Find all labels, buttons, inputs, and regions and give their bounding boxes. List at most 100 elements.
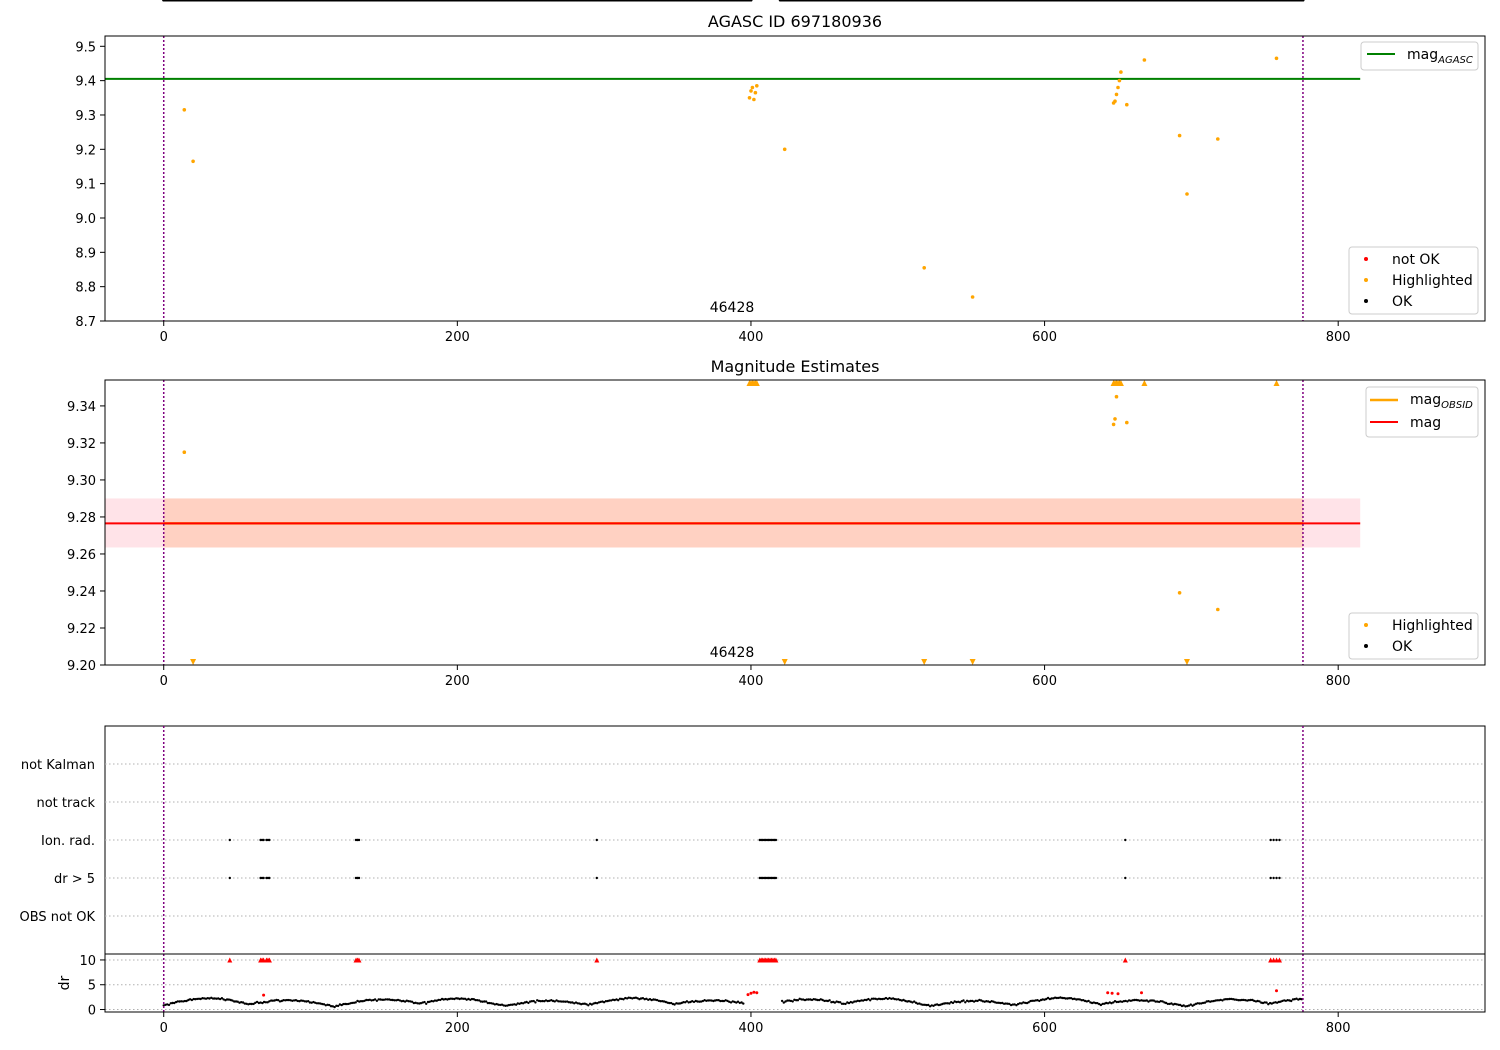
highlighted-point	[1114, 92, 1119, 97]
dr-ok-point	[391, 998, 394, 1002]
dr-not-ok-clipped-marker	[1276, 957, 1282, 963]
dr-ok-point	[211, 997, 215, 1000]
flag-row-label: Ion. rad.	[41, 834, 95, 849]
dr-ok-point	[916, 1002, 919, 1005]
dr-ok-point	[823, 999, 826, 1003]
dr-ok-point	[483, 1000, 486, 1003]
dr-ok-point	[722, 999, 726, 1003]
dr-not-ok-clipped-marker	[266, 957, 272, 963]
dr-ok-point	[594, 1001, 597, 1005]
highlighted-point	[970, 295, 975, 299]
dr-ok-point	[382, 998, 386, 1001]
dr-ok-point	[419, 1002, 423, 1005]
dr-ok-point	[1170, 1002, 1173, 1005]
dr-ok-point	[581, 1002, 585, 1005]
dr-ok-point	[291, 999, 294, 1002]
y-tick-label: 8.8	[75, 281, 96, 296]
dr-ok-point	[699, 1000, 703, 1003]
highlighted-point	[1216, 137, 1220, 141]
dr-not-ok-clipped-marker	[594, 957, 600, 963]
flag-point	[1272, 876, 1275, 880]
dr-ok-point	[227, 998, 231, 1001]
y-tick-label: 9.5	[75, 40, 96, 55]
dr-ok-point	[389, 998, 393, 1002]
dr-ok-point	[1142, 999, 1145, 1002]
dr-ok-point	[548, 999, 551, 1002]
dr-ok-point	[486, 1001, 490, 1005]
dr-ok-point	[467, 997, 470, 1001]
dr-ok-point	[1166, 1002, 1170, 1006]
dr-ok-point	[481, 1000, 484, 1003]
dr-not-ok-point	[1106, 991, 1110, 995]
dr-ok-point	[437, 998, 440, 1002]
dr-ok-point	[558, 1000, 562, 1003]
x-tick-label: 0	[160, 1021, 168, 1036]
dr-ok-point	[1106, 1002, 1110, 1005]
y-tick-label: 9.3	[75, 109, 96, 124]
dr-ok-point	[870, 997, 874, 1000]
dr-ok-point	[278, 1000, 282, 1003]
dr-ok-point	[336, 1004, 340, 1008]
dr-ok-point	[934, 1003, 937, 1006]
dr-ok-point	[181, 1000, 185, 1003]
dr-ok-point	[655, 998, 659, 1002]
highlighted-clipped-down-marker	[781, 659, 788, 665]
dr-ok-point	[676, 1002, 680, 1005]
dr-ok-point	[196, 997, 199, 1001]
dr-ok-point	[324, 1004, 327, 1007]
dr-ok-point	[370, 999, 373, 1002]
dr-ok-point	[1145, 999, 1149, 1002]
dr-not-ok-point	[1140, 991, 1143, 995]
dr-ok-point	[1198, 1002, 1201, 1005]
dr-ok-point	[333, 1005, 336, 1009]
dr-ok-point	[359, 1000, 363, 1003]
dr-ok-point	[971, 999, 974, 1003]
highlighted-point	[753, 90, 758, 95]
dr-ok-point	[715, 999, 719, 1002]
dr-ok-point	[410, 1000, 414, 1003]
flag-point	[262, 838, 265, 842]
highlighted-clipped-down-marker	[921, 659, 928, 665]
dr-ok-point	[705, 999, 708, 1002]
highlighted-point	[750, 85, 755, 90]
dr-ok-point	[1161, 1000, 1164, 1003]
dr-ok-point	[921, 1003, 925, 1006]
dr-ok-point	[1226, 998, 1230, 1001]
dr-ok-point	[1001, 1001, 1004, 1005]
dr-ok-point	[497, 1003, 500, 1006]
dr-ok-point	[944, 1002, 948, 1005]
dr-ok-point	[488, 1001, 491, 1005]
dr-ok-point	[995, 1001, 999, 1004]
dr-not-ok-clipped-marker	[773, 957, 779, 963]
dr-ok-point	[580, 1003, 583, 1006]
dr-ok-point	[1008, 1002, 1011, 1006]
dr-ok-point	[270, 999, 273, 1002]
highlighted-point	[182, 108, 187, 112]
dr-ok-point	[736, 1000, 740, 1003]
y-tick-label: 9.2	[75, 143, 96, 158]
dr-ok-point	[1249, 998, 1252, 1002]
dr-ok-point	[1009, 1003, 1013, 1007]
flag-row-label: OBS not OK	[20, 910, 96, 925]
flag-point	[1269, 838, 1272, 842]
highlighted-point	[1216, 607, 1220, 612]
y-tick-label: 9.24	[67, 585, 96, 600]
dr-ok-point	[465, 998, 468, 1001]
dr-ok-point	[1038, 999, 1041, 1003]
dr-ok-point	[1016, 1002, 1020, 1006]
dr-ok-point	[314, 1001, 317, 1004]
dr-ok-point	[1182, 1004, 1185, 1007]
dr-ok-point	[447, 997, 451, 1001]
highlighted-point	[1111, 422, 1116, 427]
dr-ok-point	[830, 1001, 833, 1004]
dr-ok-point	[930, 1004, 933, 1007]
flag-point	[268, 876, 271, 880]
dr-ok-point	[567, 1001, 571, 1004]
dr-ok-point	[835, 1000, 838, 1003]
dr-ok-point	[444, 997, 447, 1001]
x-tick-label: 600	[1032, 1021, 1057, 1036]
dr-ok-point	[1110, 1002, 1113, 1005]
dr-ok-point	[307, 1000, 310, 1003]
dr-ok-point	[1187, 1004, 1191, 1007]
dr-ok-point	[1295, 997, 1298, 1000]
